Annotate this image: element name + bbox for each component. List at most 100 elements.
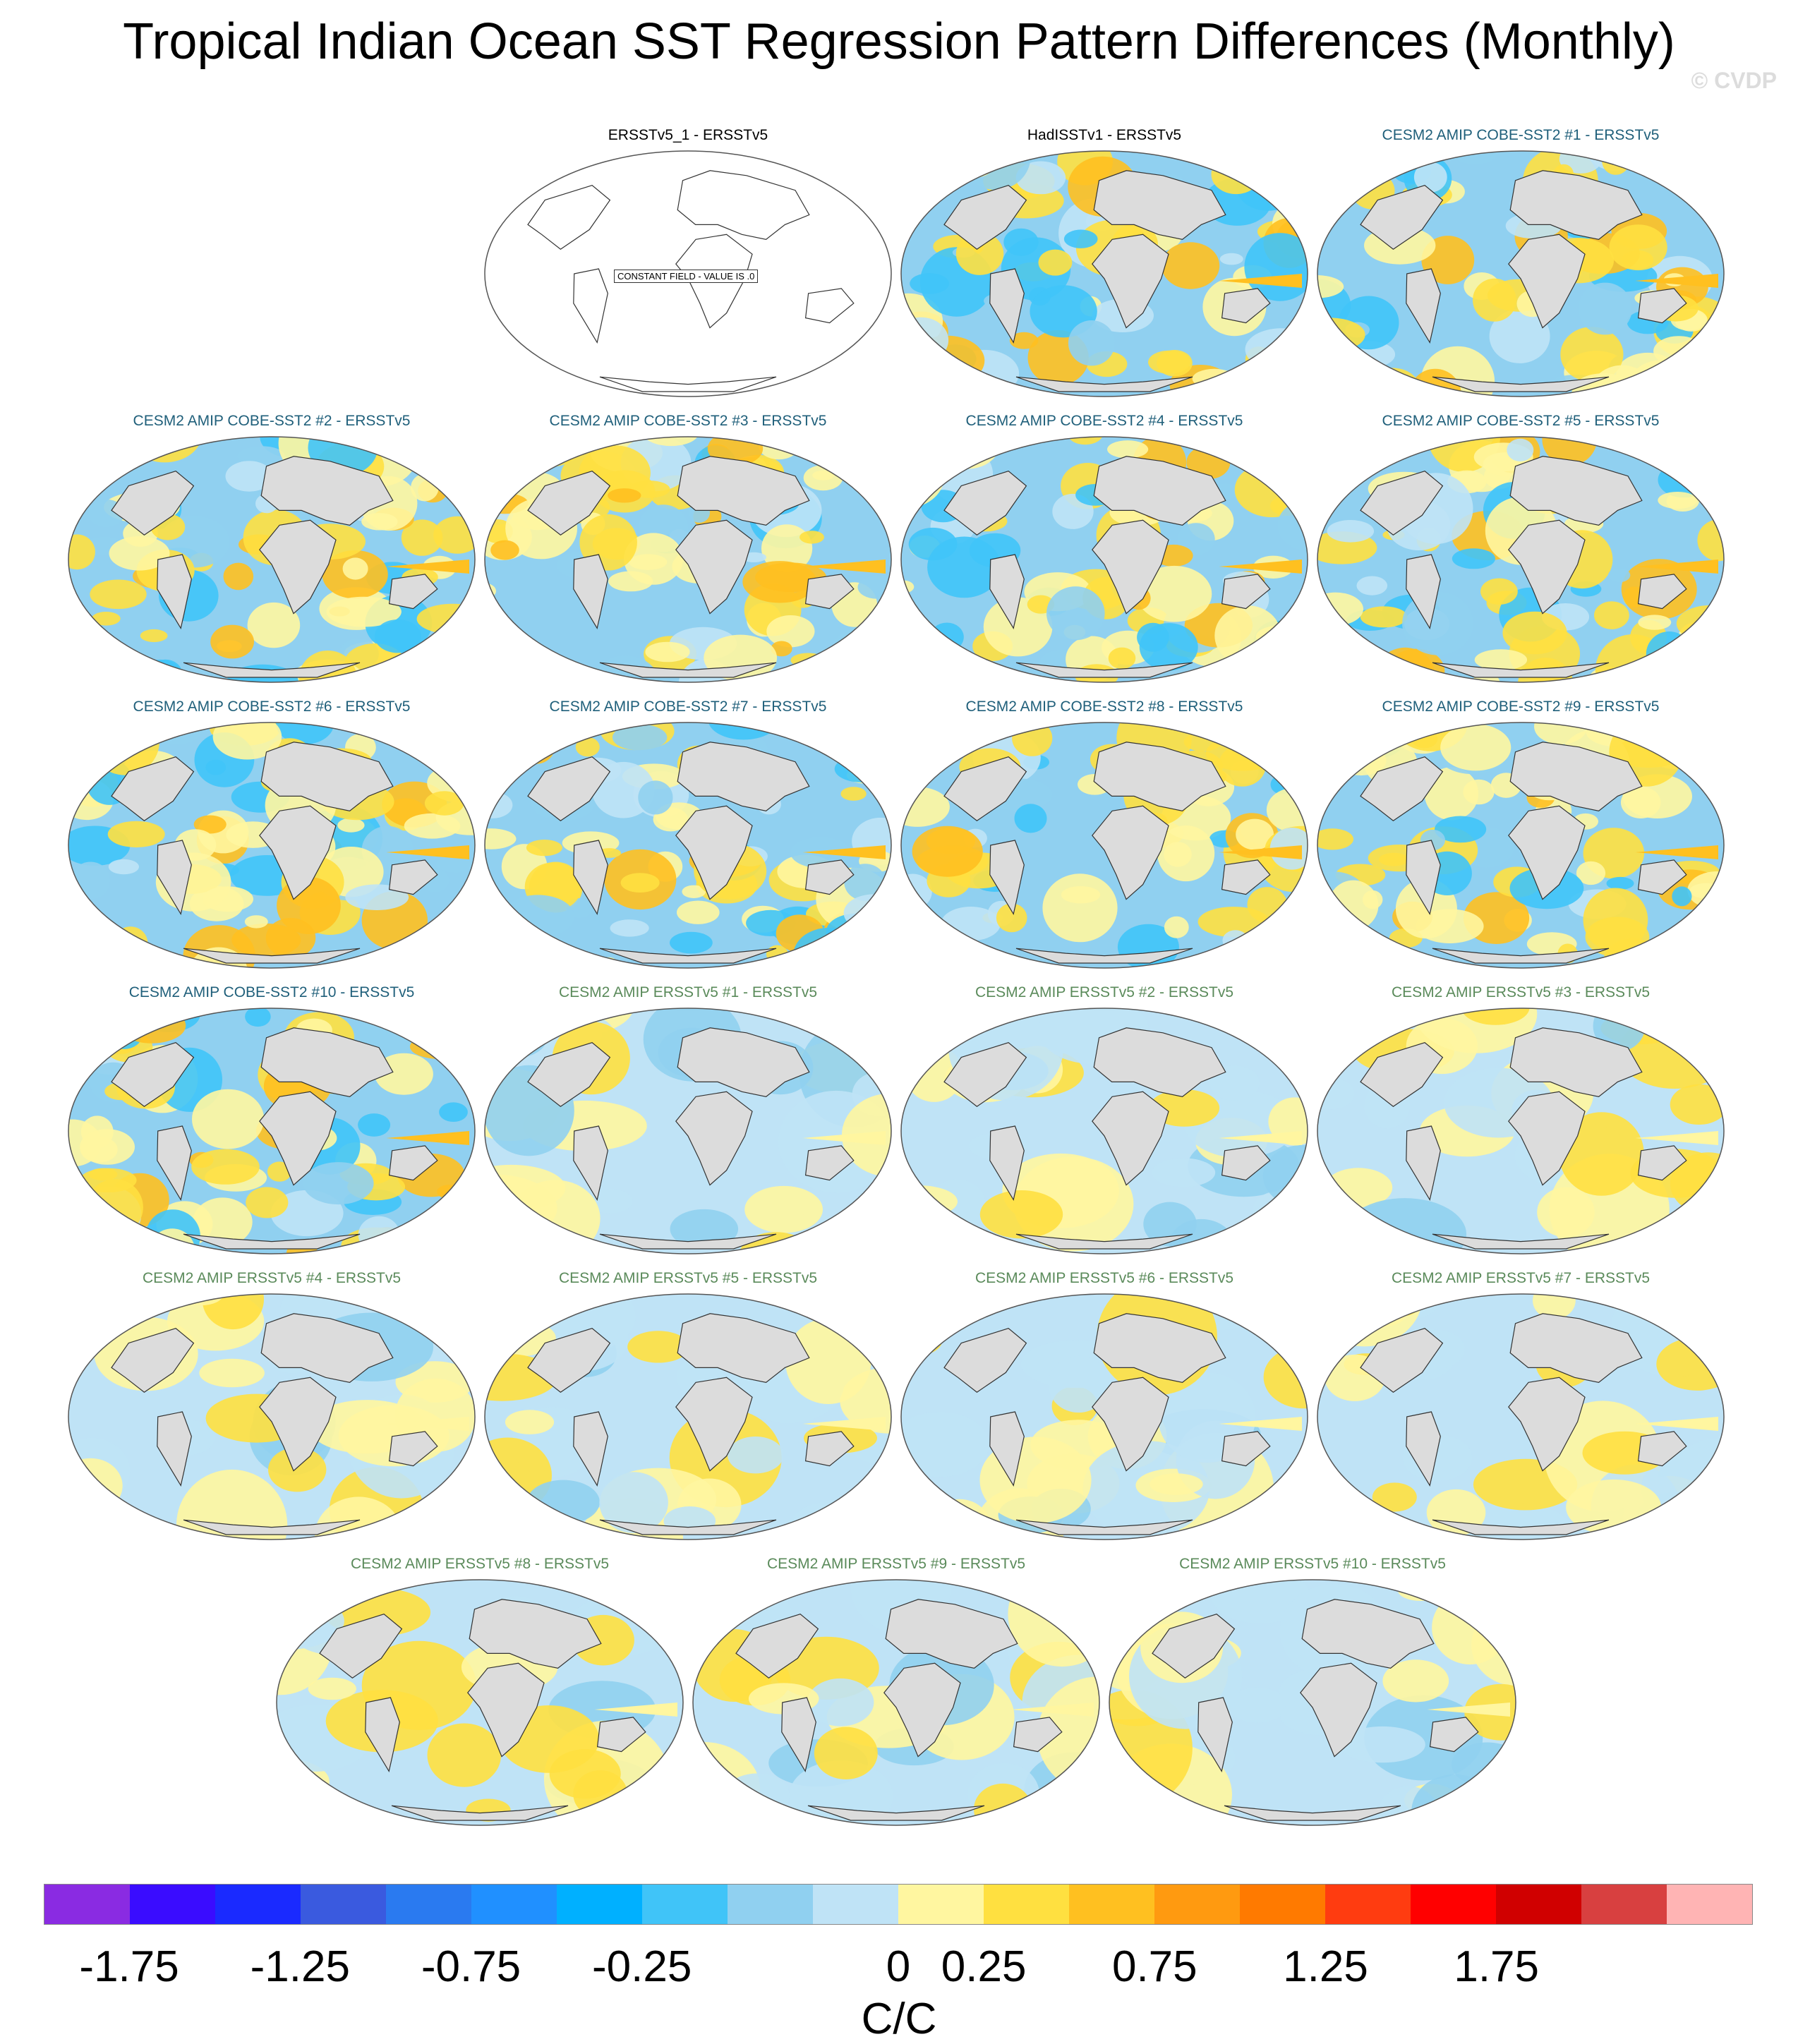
colorbar-swatch [728, 1885, 813, 1924]
continent [599, 376, 777, 392]
anomaly-patch [1227, 1687, 1287, 1723]
continent [1301, 1599, 1435, 1669]
continent [1221, 1431, 1271, 1467]
anomaly-patch [1360, 606, 1408, 628]
anomaly-patch [517, 729, 555, 764]
continent [804, 1431, 855, 1467]
map-panel: CESM2 AMIP COBE-SST2 #10 - ERSSTv5 [67, 984, 476, 1266]
anomaly-patch [526, 840, 562, 857]
continent [183, 1519, 361, 1535]
anomaly-patch [629, 554, 668, 570]
continent [527, 1042, 611, 1107]
continent [260, 742, 394, 811]
anomaly-patch [485, 722, 521, 754]
anomaly-patch [927, 536, 1001, 598]
continent [989, 554, 1025, 629]
continent [1509, 1313, 1643, 1383]
anomaly-patch [744, 1185, 823, 1233]
map-panel: CESM2 AMIP ERSSTv5 #4 - ERSSTv5 [67, 1270, 476, 1552]
world-map [1317, 1008, 1725, 1254]
anomaly-patch [1402, 591, 1473, 655]
continent [1015, 948, 1193, 964]
continent [1508, 234, 1586, 329]
continent [1509, 742, 1643, 811]
anomaly-patch [1290, 339, 1308, 358]
anomaly-patch [426, 1008, 475, 1035]
anomaly-patch [626, 1580, 682, 1628]
anomaly-patch [1452, 548, 1495, 569]
equatorial-tongue [802, 845, 886, 859]
anomaly-patch [202, 886, 253, 912]
anomaly-patch [1162, 242, 1220, 289]
anomaly-patch [268, 1447, 327, 1492]
anomaly-patch [1219, 253, 1243, 265]
anomaly-patch [1463, 779, 1495, 805]
anomaly-patch [800, 531, 824, 544]
world-map [484, 436, 892, 683]
anomaly-patch [784, 722, 822, 741]
colorbar-tick-label: -1.75 [79, 1942, 179, 1991]
continent [469, 1599, 602, 1669]
continent [599, 1233, 777, 1250]
anomaly-patch [728, 1437, 784, 1474]
map-outline [484, 722, 892, 969]
anomaly-patch [1610, 387, 1634, 397]
constant-field-label: CONSTANT FIELD - VALUE IS .0 [614, 270, 759, 283]
continent [599, 948, 777, 964]
continent [675, 519, 753, 615]
anomaly-patch [1560, 327, 1624, 382]
anomaly-patch [1533, 1294, 1576, 1319]
anomaly-patch [724, 1773, 790, 1817]
anomaly-patch [490, 540, 519, 560]
map-panel: CESM2 AMIP COBE-SST2 #6 - ERSSTv5 [67, 699, 476, 981]
continent [183, 662, 361, 678]
continent [1509, 456, 1643, 526]
equatorial-tongue [1219, 845, 1302, 859]
world-map [68, 722, 476, 969]
anomaly-patch [1068, 320, 1115, 366]
world-map [692, 1579, 1100, 1826]
anomaly-patch [1672, 886, 1692, 907]
colorbar-tick-label: -0.75 [421, 1942, 521, 1991]
anomaly-patch [807, 1678, 874, 1726]
panel-title: CESM2 AMIP COBE-SST2 #8 - ERSSTv5 [965, 699, 1243, 715]
anomaly-patch [435, 855, 473, 873]
anomaly-patch [80, 1168, 137, 1192]
anomaly-patch [68, 896, 80, 910]
continent [1093, 1313, 1226, 1383]
anomaly-patch [1440, 724, 1512, 771]
continent [1015, 1519, 1193, 1535]
anomaly-patch [814, 1726, 878, 1779]
map-panel: CESM2 AMIP ERSSTv5 #6 - ERSSTv5 [900, 1270, 1309, 1552]
anomaly-patch [193, 1197, 253, 1247]
anomaly-patch [231, 923, 301, 957]
continent [259, 1377, 337, 1472]
continent [1300, 1662, 1377, 1758]
anomaly-patch [1317, 1206, 1350, 1225]
anomaly-patch [1658, 492, 1697, 509]
anomaly-patch [1042, 873, 1118, 943]
equatorial-tongue [1635, 1417, 1718, 1431]
panel-title: CESM2 AMIP COBE-SST2 #6 - ERSSTv5 [133, 699, 411, 715]
map-panel: CESM2 AMIP COBE-SST2 #2 - ERSSTv5 [67, 413, 476, 695]
continent [1093, 1027, 1226, 1097]
anomaly-patch [1164, 916, 1189, 938]
continent [1152, 1614, 1236, 1679]
anomaly-patch [113, 926, 148, 961]
anomaly-patch [375, 666, 438, 682]
continent [1221, 1145, 1271, 1181]
anomaly-patch [485, 1199, 534, 1254]
map-panel: CESM2 AMIP COBE-SST2 #3 - ERSSTv5 [483, 413, 893, 695]
anomaly-patch [912, 826, 983, 877]
anomaly-patch [1152, 1158, 1216, 1187]
continent [259, 805, 337, 900]
anomaly-patch [682, 885, 706, 898]
continent [111, 1042, 195, 1107]
map-panel: CESM2 AMIP COBE-SST2 #1 - ERSSTv5 [1316, 127, 1725, 409]
anomaly-patch [193, 815, 227, 834]
equatorial-tongue [1635, 1131, 1718, 1145]
anomaly-patch [435, 667, 455, 680]
world-map [1317, 722, 1725, 969]
anomaly-patch [831, 627, 891, 676]
continent [1013, 1717, 1063, 1753]
